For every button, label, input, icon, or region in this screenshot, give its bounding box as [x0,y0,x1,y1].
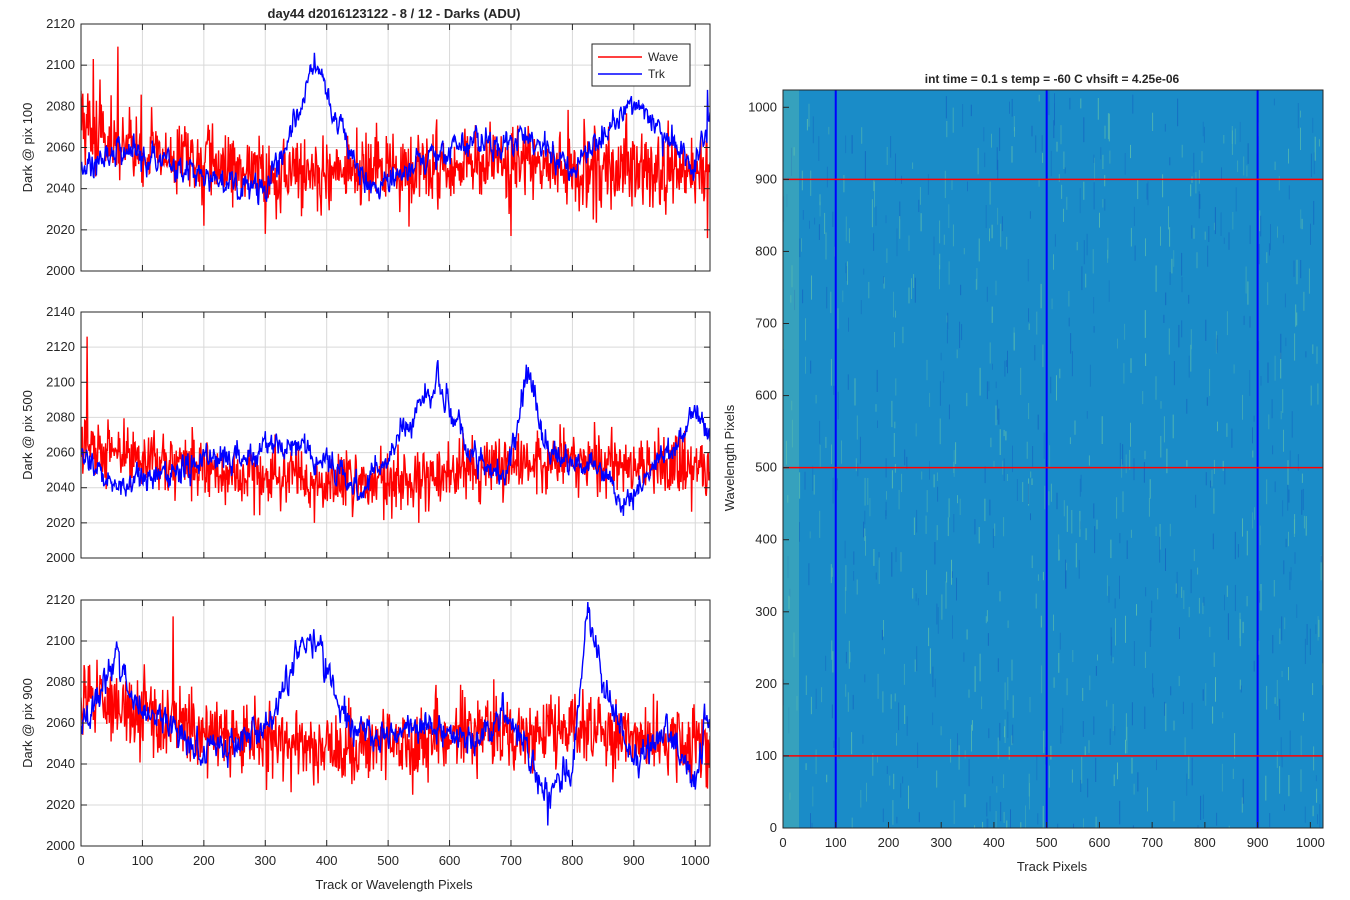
x-tick-label: 100 [132,853,154,868]
y-tick-label: 200 [755,676,777,691]
x-tick-label: 900 [1247,835,1269,850]
right-x-axis-label: Track Pixels [1017,859,1088,874]
y-tick-label: 2000 [46,838,75,853]
legend: Wave Trk [591,43,691,87]
dark-pix-100-chart: 2000 2020 2040 2060 2080 2100 2120 Dark @ pix 1… [20,16,711,278]
x-tick-label: 300 [930,835,952,850]
y-tick-label: 2040 [46,480,75,495]
y-tick-label: 300 [755,604,777,619]
x-tick-label: 0 [779,835,786,850]
y-tick-label: 400 [755,532,777,547]
y-tick-label: 2040 [46,756,75,771]
x-tick-label: 400 [983,835,1005,850]
y-tick-label: 2060 [46,445,75,460]
x-tick-label: 100 [825,835,847,850]
x-tick-label: 700 [500,853,522,868]
x-tick-label: 500 [1036,835,1058,850]
plot-area [81,312,710,558]
x-tick-label: 200 [193,853,215,868]
left-figure-title: day44 d2016123122 - 8 / 12 - Darks (ADU) [268,6,521,21]
y-tick-label: 2020 [46,222,75,237]
y-tick-label: 700 [755,316,777,331]
y-tick-label: 600 [755,388,777,403]
y-tick-label: 0 [770,820,777,835]
y-tick-label: 2120 [46,16,75,31]
y-tick-label: 1000 [748,99,777,114]
y-tick-label: 2000 [46,263,75,278]
x-tick-label: 0 [77,853,84,868]
y-tick-label: 2020 [46,515,75,530]
axes-box [80,311,711,559]
heatmap-edge-band [783,90,799,828]
y-tick-label: 500 [755,460,777,475]
y-tick-label: 2100 [46,57,75,72]
legend-label-trk: Trk [648,67,666,81]
x-tick-label: 800 [562,853,584,868]
y-tick-label: 2080 [46,98,75,113]
y-tick-label: 2020 [46,797,75,812]
x-tick-label: 600 [1089,835,1111,850]
heatmap-texture [782,90,1324,828]
right-y-axis-label: Wavelength Pixels [722,404,737,511]
series-line-wave [81,46,710,239]
y-axis-label: Dark @ pix 100 [20,103,35,193]
dark-pix-900-chart: 2000 2020 2040 2060 2080 2100 2120 0 100 200 300 40… [20,592,711,868]
x-tick-label: 400 [316,853,338,868]
legend-label-wave: Wave [648,50,679,64]
y-tick-label: 2120 [46,339,75,354]
series-line-trk [81,360,710,516]
x-tick-label: 300 [254,853,276,868]
x-tick-label: 1000 [681,853,710,868]
y-tick-label: 2040 [46,181,75,196]
y-tick-label: 2000 [46,550,75,565]
legend-box [591,43,691,87]
y-axis-label: Dark @ pix 500 [20,390,35,480]
x-tick-label: 1000 [1296,835,1325,850]
y-tick-label: 2100 [46,633,75,648]
series-line-trk [81,52,710,206]
y-tick-label: 2060 [46,715,75,730]
y-tick-label: 2080 [46,674,75,689]
left-x-axis-label: Track or Wavelength Pixels [315,877,473,892]
x-tick-label: 900 [623,853,645,868]
x-tick-label: 500 [377,853,399,868]
dark-pix-500-chart: 2000 2020 2040 2060 2080 2100 2120 2140 Dark @ p… [20,304,711,565]
x-tick-label: 600 [439,853,461,868]
x-tick-label: 700 [1141,835,1163,850]
y-tick-label: 2100 [46,374,75,389]
y-tick-label: 2060 [46,140,75,155]
right-figure-title: int time = 0.1 s temp = -60 C vhsift = 4… [925,72,1180,86]
y-tick-label: 2080 [46,409,75,424]
x-tick-label: 200 [878,835,900,850]
y-tick-label: 800 [755,243,777,258]
x-tick-label: 800 [1194,835,1216,850]
y-tick-label: 2140 [46,304,75,319]
series-line-trk [81,601,710,826]
y-tick-label: 900 [755,171,777,186]
heatmap-background [783,90,1323,828]
heatmap-axes-box [782,89,1324,829]
y-tick-label: 100 [755,748,777,763]
y-axis-label: Dark @ pix 900 [20,678,35,768]
y-tick-label: 2120 [46,592,75,607]
dark-frame-heatmap: 0 100 200 300 400 500 600 700 800 900 1000 0 100 200 3… [748,89,1325,850]
